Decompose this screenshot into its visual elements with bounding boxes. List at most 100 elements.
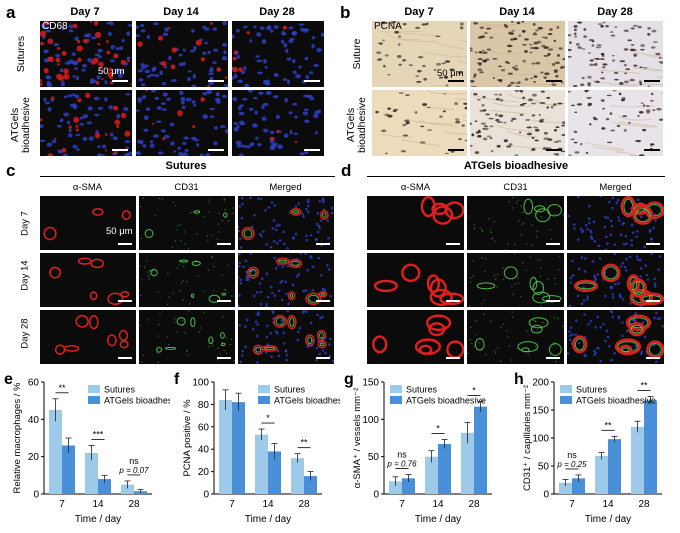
x-axis-label: Time / day bbox=[415, 514, 461, 525]
scale-bar-d-2 bbox=[546, 243, 560, 245]
bar bbox=[389, 481, 402, 494]
scale-bar-d-7 bbox=[446, 357, 460, 359]
x-tick-label: 14 bbox=[602, 499, 614, 510]
legend-label: Sutures bbox=[104, 385, 136, 395]
row-label-b-atgels: ATGels bioadhesive bbox=[345, 96, 368, 154]
scale-bar-b-5 bbox=[546, 149, 562, 151]
bar bbox=[631, 426, 644, 494]
y-tick-label: 20 bbox=[198, 467, 210, 478]
image-c-day7-asma bbox=[40, 196, 136, 250]
y-tick-label: 50 bbox=[538, 462, 550, 473]
image-c-day28-asma bbox=[40, 310, 136, 364]
scale-bar-a-2 bbox=[208, 80, 224, 82]
legend-swatch bbox=[390, 396, 402, 404]
y-axis-label: Relative macrophages / % bbox=[12, 382, 23, 493]
legend-label: ATGels bioadhesive bbox=[576, 396, 656, 406]
bar bbox=[644, 400, 657, 494]
image-c-day7-cd31 bbox=[139, 196, 235, 250]
bar bbox=[49, 410, 62, 494]
scale-bar-b-3 bbox=[644, 80, 660, 82]
scale-bar-b-2 bbox=[546, 80, 562, 82]
x-tick-label: 28 bbox=[298, 499, 310, 510]
image-c-day14-cd31 bbox=[139, 253, 235, 307]
x-axis-label: Time / day bbox=[245, 514, 291, 525]
panel-label-a: a bbox=[6, 3, 16, 22]
legend-label: ATGels bioadhesive bbox=[406, 396, 486, 406]
x-axis-label: Time / day bbox=[75, 514, 121, 525]
scale-bar-c-4 bbox=[118, 300, 132, 302]
image-d-day7-merged bbox=[567, 196, 664, 250]
col-title-d-cd31: CD31 bbox=[503, 182, 528, 193]
panel-label: e bbox=[4, 371, 13, 388]
image-b-atgels-day14 bbox=[470, 90, 565, 156]
y-tick-label: 40 bbox=[198, 445, 210, 456]
x-axis-label: Time / day bbox=[585, 514, 631, 525]
y-tick-label: 50 bbox=[368, 452, 380, 463]
col-title-b-day14: Day 14 bbox=[499, 6, 535, 18]
y-tick-label: 200 bbox=[532, 378, 549, 389]
bar bbox=[98, 479, 111, 494]
panel-label: f bbox=[174, 371, 180, 388]
significance-label: * bbox=[436, 423, 440, 433]
col-title-c-asma: α-SMA bbox=[72, 182, 103, 193]
significance-label: p = 0.07 bbox=[118, 466, 149, 475]
scale-bar-c-7 bbox=[118, 357, 132, 359]
scale-bar-a-5 bbox=[208, 149, 224, 151]
image-b-suture-day28 bbox=[568, 21, 663, 87]
image-b-suture-day14 bbox=[470, 21, 565, 87]
significance-label: * bbox=[266, 413, 270, 423]
stain-label-pcna: PCNA bbox=[374, 21, 402, 32]
y-tick-label: 150 bbox=[362, 378, 379, 389]
panel-label-c: c bbox=[6, 161, 16, 180]
scale-bar-a-6 bbox=[304, 149, 320, 151]
image-c-day14-asma bbox=[40, 253, 136, 307]
col-title-c-cd31: CD31 bbox=[174, 182, 199, 193]
stain-label-cd68: CD68 bbox=[42, 21, 68, 32]
col-title-d-asma: α-SMA bbox=[400, 182, 431, 193]
bar bbox=[608, 439, 621, 494]
legend-swatch bbox=[560, 385, 572, 393]
significance-label: ns bbox=[397, 450, 407, 460]
y-tick-label: 20 bbox=[28, 452, 40, 463]
y-axis-label: CD31⁺ / capillaries mm⁻² bbox=[522, 385, 533, 491]
scale-bar-d-4 bbox=[446, 300, 460, 302]
y-tick-label: 80 bbox=[198, 400, 210, 411]
chart-e: e 0 20 40 60 Relative macrophages / % Time / d… bbox=[4, 371, 170, 525]
image-d-day14-merged bbox=[567, 253, 664, 307]
panel-title-rule-c bbox=[40, 176, 335, 177]
legend-swatch bbox=[88, 396, 100, 404]
significance-label: *** bbox=[93, 429, 104, 439]
scale-bar-c-5 bbox=[217, 300, 231, 302]
image-d-day28-cd31 bbox=[467, 310, 564, 364]
scale-bar-a-4 bbox=[112, 149, 128, 151]
bar bbox=[304, 476, 317, 494]
scale-bar-a bbox=[112, 80, 128, 82]
scale-bar-c-2 bbox=[217, 243, 231, 245]
y-axis-label: PCNA positive / % bbox=[182, 399, 193, 477]
panel-label-b: b bbox=[340, 3, 351, 22]
image-b-suture-day7 bbox=[372, 21, 467, 87]
bar bbox=[232, 402, 245, 494]
significance-label: ** bbox=[604, 420, 612, 430]
panel-label: g bbox=[344, 371, 354, 388]
bar bbox=[219, 399, 232, 494]
x-tick-label: 28 bbox=[468, 499, 480, 510]
x-tick-label: 28 bbox=[128, 499, 140, 510]
panel-title-rule-d bbox=[367, 176, 665, 177]
y-axis-label: α-SMA⁺ / vessels mm⁻² bbox=[352, 388, 363, 489]
y-tick-label: 150 bbox=[532, 406, 549, 417]
legend-swatch bbox=[88, 385, 100, 393]
image-b-atgels-day28 bbox=[568, 90, 663, 156]
image-a-atgels-day14 bbox=[136, 90, 228, 156]
bar bbox=[425, 456, 438, 494]
row-label-c-day7: Day 7 bbox=[19, 211, 31, 236]
y-tick-label: 40 bbox=[28, 415, 40, 426]
scale-bar-d-9 bbox=[646, 357, 660, 359]
legend-label: ATGels bioadhesive bbox=[104, 396, 170, 406]
scale-bar-d-8 bbox=[546, 357, 560, 359]
y-tick-label: 0 bbox=[33, 490, 39, 501]
bar bbox=[559, 482, 572, 494]
image-d-day28-merged bbox=[567, 310, 664, 364]
